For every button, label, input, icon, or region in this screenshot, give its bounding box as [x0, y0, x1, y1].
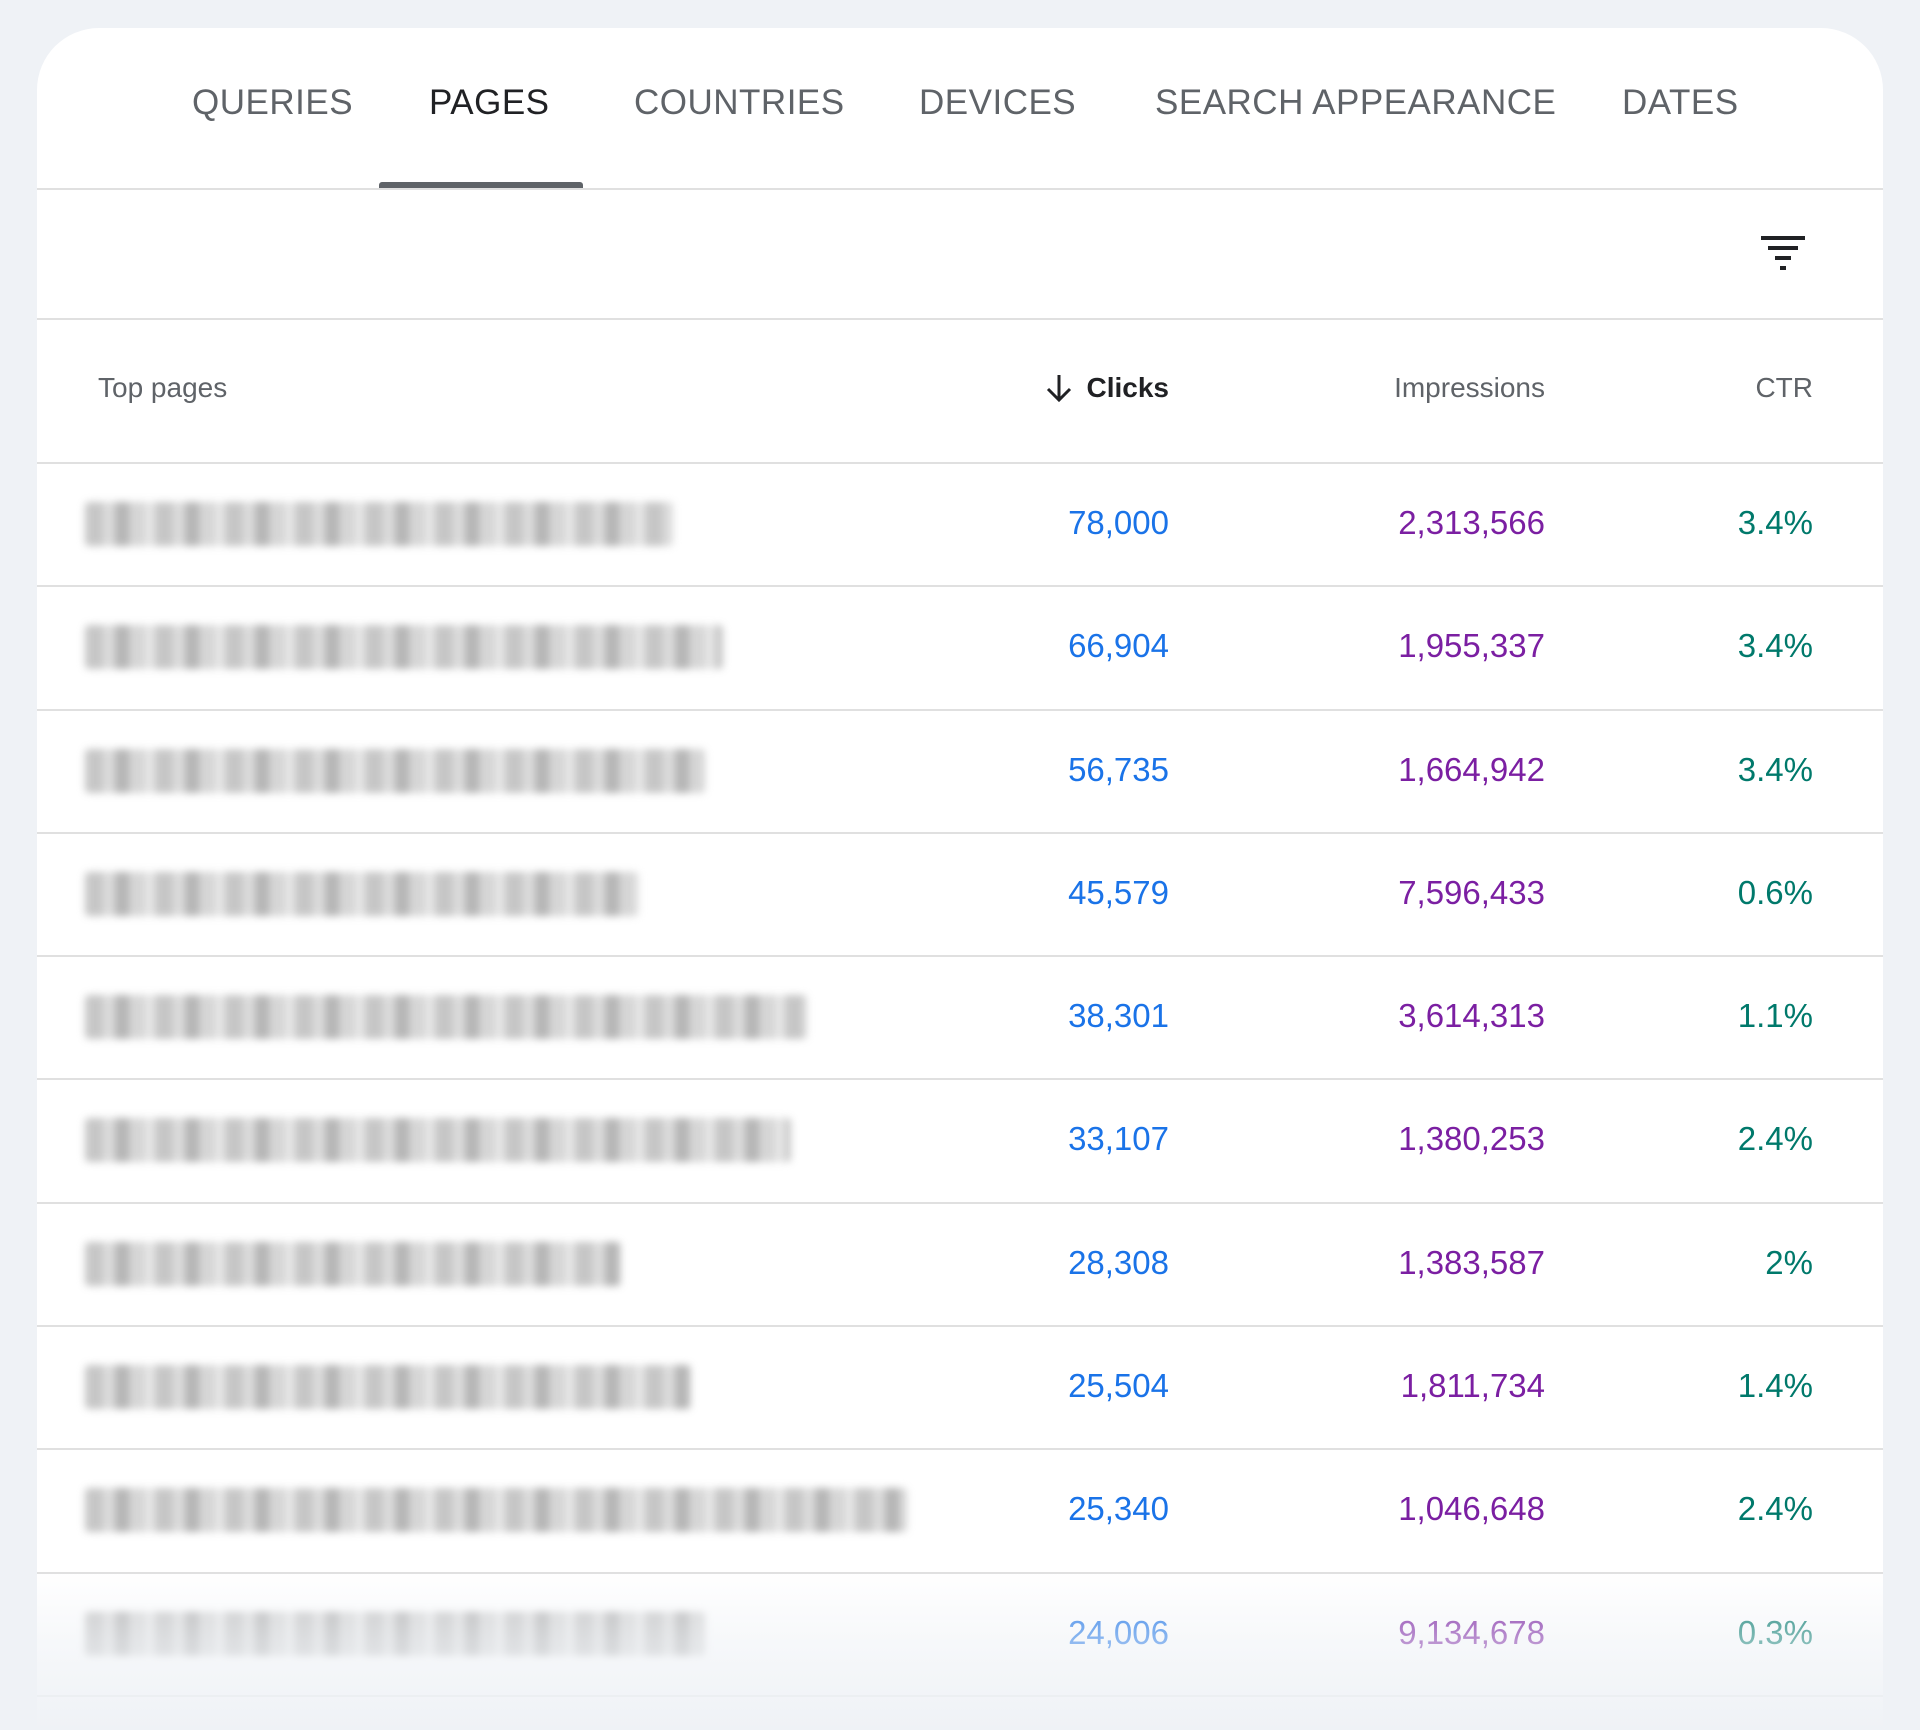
ctr-value: 3.4%	[1737, 504, 1813, 541]
table-row[interactable]: 33,107 1,380,253 2.4%	[37, 1080, 1883, 1204]
table-row[interactable]: 24,006 9,134,678 0.3%	[37, 1574, 1883, 1697]
filter-icon	[1761, 236, 1805, 270]
clicks-value: 24,006	[1068, 1613, 1169, 1651]
table-row[interactable]: 45,579 7,596,433 0.6%	[37, 834, 1883, 958]
table-row[interactable]: 25,504 1,811,734 1.4%	[37, 1327, 1883, 1451]
table-row[interactable]: 25,340 1,046,648 2.4%	[37, 1450, 1883, 1574]
table-row[interactable]: 56,735 1,664,942 3.4%	[37, 711, 1883, 834]
tab-countries[interactable]: COUNTRIES	[634, 83, 845, 122]
impressions-value: 7,596,433	[1398, 873, 1545, 911]
impressions-value: 3,614,313	[1398, 997, 1545, 1035]
impressions-value: 1,955,337	[1398, 627, 1545, 665]
clicks-value: 25,340	[1068, 1490, 1169, 1528]
redacted-page-url	[85, 1241, 621, 1286]
impressions-value: 1,664,942	[1398, 750, 1545, 788]
impressions-value: 1,046,648	[1398, 1490, 1545, 1528]
tab-devices[interactable]: DEVICES	[919, 83, 1077, 122]
table-header: Top pages Clicks Impressions CTR	[37, 320, 1883, 464]
ctr-value: 0.3%	[1737, 1613, 1813, 1651]
table-body: 78,000 2,313,566 3.4% 66,904 1,955,337 3…	[37, 464, 1883, 1697]
clicks-value: 45,579	[1068, 873, 1169, 911]
redacted-page-url	[85, 1488, 907, 1533]
clicks-value: 33,107	[1068, 1120, 1169, 1158]
column-header-top-pages: Top pages	[98, 372, 228, 403]
redacted-page-url	[85, 871, 639, 916]
impressions-value: 1,811,734	[1400, 1367, 1545, 1405]
ctr-value: 2%	[1765, 1243, 1813, 1281]
column-header-clicks[interactable]: Clicks	[1045, 372, 1170, 404]
redacted-page-url	[85, 1611, 705, 1656]
impressions-value: 1,383,587	[1398, 1243, 1545, 1281]
impressions-value: 9,134,678	[1398, 1613, 1545, 1651]
impressions-value: 1,380,253	[1398, 1120, 1545, 1158]
ctr-value: 2.4%	[1737, 1490, 1813, 1528]
clicks-value: 25,504	[1068, 1367, 1169, 1405]
table-row[interactable]: 78,000 2,313,566 3.4%	[37, 464, 1883, 588]
tab-queries[interactable]: QUERIES	[192, 83, 354, 122]
redacted-page-url	[85, 748, 705, 793]
impressions-value: 2,313,566	[1398, 504, 1545, 541]
ctr-value: 0.6%	[1737, 873, 1813, 911]
ctr-value: 2.4%	[1737, 1120, 1813, 1158]
clicks-value: 56,735	[1068, 750, 1169, 788]
redacted-page-url	[85, 995, 807, 1040]
clicks-value: 38,301	[1068, 997, 1169, 1035]
ctr-value: 3.4%	[1737, 750, 1813, 788]
table-row[interactable]: 28,308 1,383,587 2%	[37, 1204, 1883, 1328]
column-header-ctr[interactable]: CTR	[1755, 372, 1813, 403]
table-toolbar	[37, 190, 1883, 320]
column-header-impressions[interactable]: Impressions	[1394, 372, 1545, 403]
tab-bar: QUERIES PAGES COUNTRIES DEVICES SEARCH A…	[37, 28, 1883, 190]
table-row[interactable]: 66,904 1,955,337 3.4%	[37, 587, 1883, 711]
ctr-value: 3.4%	[1737, 627, 1813, 665]
column-header-clicks-label: Clicks	[1086, 372, 1170, 403]
redacted-page-url	[85, 625, 723, 670]
clicks-value: 66,904	[1068, 627, 1169, 665]
ctr-value: 1.4%	[1737, 1367, 1813, 1405]
redacted-page-url	[85, 1365, 691, 1410]
clicks-value: 78,000	[1068, 504, 1169, 541]
active-tab-indicator	[379, 182, 583, 188]
tab-search-appearance[interactable]: SEARCH APPEARANCE	[1155, 83, 1557, 122]
table-row[interactable]: 38,301 3,614,313 1.1%	[37, 957, 1883, 1081]
filter-button[interactable]	[1759, 230, 1807, 278]
performance-table-card: QUERIES PAGES COUNTRIES DEVICES SEARCH A…	[37, 28, 1883, 1730]
tab-pages[interactable]: PAGES	[429, 83, 550, 122]
ctr-value: 1.1%	[1737, 997, 1813, 1035]
clicks-value: 28,308	[1068, 1243, 1169, 1281]
redacted-page-url	[85, 1118, 791, 1163]
tab-dates[interactable]: DATES	[1622, 83, 1739, 122]
sort-descending-arrow-icon	[1046, 375, 1071, 403]
redacted-page-url	[85, 502, 673, 546]
